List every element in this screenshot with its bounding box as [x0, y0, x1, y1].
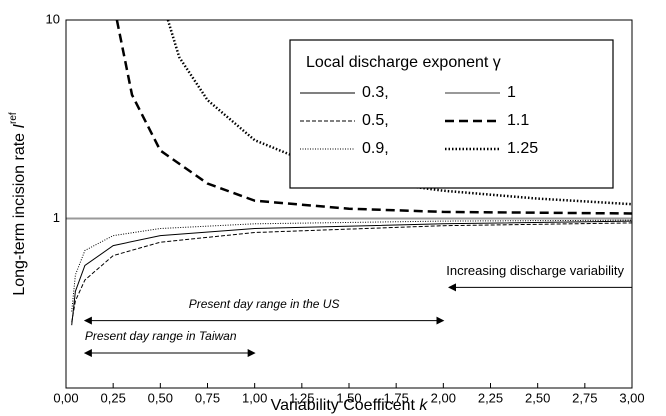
y-label-sup: ref — [8, 112, 19, 124]
series-line — [71, 222, 632, 323]
x-label-symbol: k — [419, 397, 428, 414]
legend-label: 1 — [507, 84, 516, 101]
annotation: Increasing discharge variability — [446, 263, 624, 278]
x-tick-label: 0,25 — [101, 390, 126, 405]
annotation: Present day range in Taiwan — [85, 329, 237, 343]
legend-title: Local discharge exponent γ — [306, 54, 501, 71]
legend-label: 1.1 — [507, 112, 529, 129]
x-axis-label: Variability Coefficent k — [271, 397, 429, 414]
x-tick-label: 2,75 — [572, 390, 597, 405]
x-tick-label: 1,25 — [289, 390, 314, 405]
y-tick-label: 1 — [53, 210, 60, 225]
y-label-text: Long-term incision rate — [11, 128, 28, 295]
x-tick-label: 1,75 — [384, 390, 409, 405]
x-tick-label: 2,50 — [525, 390, 550, 405]
x-tick-label: 2,25 — [478, 390, 503, 405]
plot-frame — [65, 19, 633, 389]
x-tick-label: 2,00 — [431, 390, 456, 405]
y-axis-label: Long-term incision rate Iref — [8, 112, 29, 296]
x-tick-label: 0,00 — [53, 390, 78, 405]
y-label-symbol: I — [11, 123, 28, 128]
x-label-text: Variability Coefficent — [271, 397, 420, 414]
series-line — [71, 220, 632, 326]
legend-label: 0.5, — [362, 112, 389, 129]
x-tick-label: 3,00 — [619, 390, 644, 405]
x-tick-label: 1,00 — [242, 390, 267, 405]
y-tick-label: 10 — [46, 11, 60, 26]
legend-box — [289, 39, 614, 189]
legend-label: 1.25 — [507, 140, 538, 157]
annotation: Present day range in the US — [189, 297, 340, 311]
x-tick-label: 0,75 — [195, 390, 220, 405]
x-tick-label: 1,50 — [336, 390, 361, 405]
series-line — [115, 20, 632, 215]
legend-label: 0.3, — [362, 84, 389, 101]
x-tick-label: 0,50 — [148, 390, 173, 405]
legend-label: 0.9, — [362, 140, 389, 157]
